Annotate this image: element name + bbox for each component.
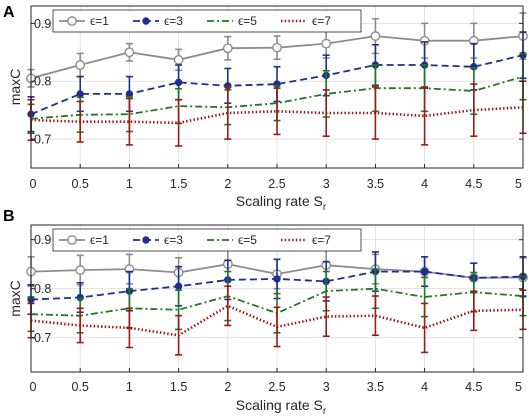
panel-a-xtick-label: 4.5 bbox=[465, 177, 482, 191]
panel-b-xtick-label: 0.5 bbox=[72, 380, 89, 394]
panel-a-data-point bbox=[76, 90, 84, 98]
panel-a-xtick-label: 3 bbox=[323, 177, 330, 191]
panel-b-ytick-label: 0.7 bbox=[34, 331, 51, 345]
panel-a: A 0.7 0.8 0.9 0 0.5 1 1.5 2 2.5 3 3.5 4 4.5 5 maxC Scal… bbox=[3, 4, 528, 213]
panel-b-series-line bbox=[30, 304, 524, 337]
panel-b: B 0.7 0.8 0.9 0 0.5 1 1.5 2 2.5 3 3.5 4 4.5 5 maxC Scal… bbox=[3, 208, 528, 417]
panel-a-legend: ϵ=1 ϵ=3 ϵ=5 ϵ=7 bbox=[52, 9, 362, 33]
panel-a-xtick-label: 1 bbox=[126, 177, 133, 191]
panel-a-xtick-label: 4 bbox=[421, 177, 428, 191]
panel-b-legend-label: ϵ=3 bbox=[164, 233, 183, 247]
panel-a-data-point bbox=[321, 38, 332, 49]
panel-b-xtick-label: 4.5 bbox=[465, 380, 482, 394]
panel-b-legend-label: ϵ=7 bbox=[312, 233, 331, 247]
panel-a-ylabel: maxC bbox=[7, 69, 23, 106]
panel-a-xtick-label: 1.5 bbox=[170, 177, 187, 191]
panel-a-ytick-label: 0.7 bbox=[34, 133, 51, 147]
panel-a-legend-marker bbox=[67, 16, 77, 26]
panel-b-ytick-label: 0.8 bbox=[34, 282, 51, 296]
panel-b-data-point bbox=[75, 265, 86, 275]
panel-b-legend-marker bbox=[67, 235, 77, 245]
panel-b-xtick-label: 3 bbox=[323, 380, 330, 394]
panel-a-legend-marker bbox=[142, 17, 150, 25]
panel-b-legend: ϵ=1 ϵ=3 ϵ=5 ϵ=7 bbox=[52, 228, 362, 252]
panel-b-xtick-label: 0 bbox=[30, 380, 37, 394]
panel-a-xtick-label: 3.5 bbox=[367, 177, 384, 191]
panel-b-legend-label: ϵ=1 bbox=[90, 233, 109, 247]
panel-b-letter: B bbox=[3, 208, 15, 225]
panel-a-xtick-label: 5 bbox=[515, 177, 522, 191]
panel-a-data-point bbox=[75, 60, 86, 70]
panel-a-data-point bbox=[370, 31, 381, 41]
panel-a-data-point bbox=[124, 47, 135, 58]
panel-a-data-point bbox=[272, 42, 282, 53]
panel-a-data-point bbox=[174, 78, 183, 87]
panel-b-data-point bbox=[174, 282, 183, 290]
panel-a-plot: 0.7 0.8 0.9 0 0.5 1 1.5 2 2.5 3 3.5 4 4.5 5 maxC Scalin… bbox=[7, 5, 528, 213]
panel-a-ytick-label: 0.8 bbox=[34, 75, 51, 89]
panel-a-legend-label: ϵ=7 bbox=[312, 14, 331, 28]
panel-b-xtick-label: 1 bbox=[126, 380, 133, 394]
panel-b-data-point bbox=[273, 275, 281, 283]
panel-b-xlabel: Scaling rate Sr bbox=[236, 397, 327, 417]
panel-a-legend-label: ϵ=5 bbox=[238, 14, 257, 28]
panel-a-ytick-label: 0.9 bbox=[34, 17, 51, 31]
panel-b-xtick-label: 1.5 bbox=[170, 380, 187, 394]
panel-b-xtick-label: 3.5 bbox=[367, 380, 384, 394]
panel-a-xlabel: Scaling rate Sr bbox=[236, 193, 327, 213]
panel-a-data-point bbox=[173, 54, 184, 65]
panel-b-xtick-label: 4 bbox=[421, 380, 428, 394]
panel-a-legend-label: ϵ=3 bbox=[164, 14, 183, 28]
panel-b-xlabel-subscript: r bbox=[323, 406, 327, 417]
panel-b-xtick-label: 5 bbox=[515, 380, 522, 394]
panel-b-ylabel: maxC bbox=[7, 280, 23, 317]
panel-b-plot: 0.7 0.8 0.9 0 0.5 1 1.5 2 2.5 3 3.5 4 4.5 5 maxC Scalin… bbox=[7, 224, 528, 417]
panel-b-xtick-label: 2.5 bbox=[268, 380, 285, 394]
panel-a-xtick-label: 2.5 bbox=[268, 177, 285, 191]
panel-a-xlabel-subscript: r bbox=[323, 202, 327, 213]
panel-a-xtick-label: 0.5 bbox=[72, 177, 89, 191]
panel-b-legend-marker bbox=[142, 236, 150, 244]
panel-a-series-line bbox=[30, 106, 524, 125]
panel-b-legend-label: ϵ=5 bbox=[238, 233, 257, 247]
panel-b-ytick-label: 0.9 bbox=[34, 233, 51, 247]
panel-a-legend-label: ϵ=1 bbox=[90, 14, 109, 28]
panel-b-xtick-label: 2 bbox=[224, 380, 231, 394]
panel-a-letter: A bbox=[3, 4, 15, 21]
panel-a-data-point bbox=[222, 43, 233, 54]
panel-b-data-point bbox=[420, 267, 429, 276]
panel-a-xtick-label: 0 bbox=[30, 177, 37, 191]
panel-a-xtick-label: 2 bbox=[224, 177, 231, 191]
